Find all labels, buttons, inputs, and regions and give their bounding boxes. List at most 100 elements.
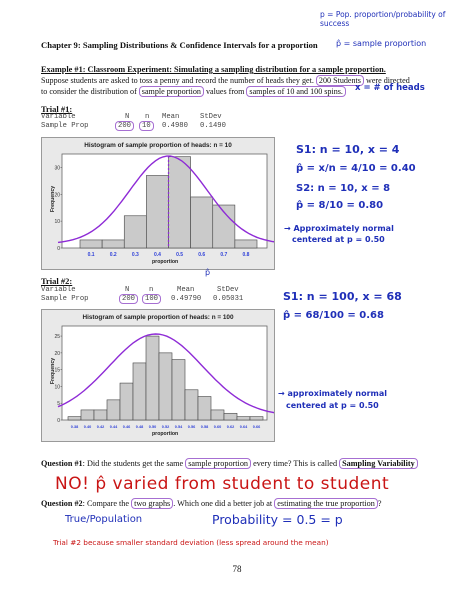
x-tick-label: 0.52	[162, 425, 169, 429]
x-tick-label: 0.46	[123, 425, 130, 429]
t1-r-stdev: 0.1490	[200, 122, 226, 130]
question1-text-c: every time? This is called	[253, 459, 338, 468]
histogram-bar	[223, 412, 238, 421]
t1-note-center2: centered at p = 0.50	[292, 235, 385, 244]
x-tick-label: 0.54	[175, 425, 183, 429]
x-tick-label: 0.66	[253, 425, 260, 429]
t2-h-stdev: StDev	[217, 286, 239, 294]
histogram-bar	[184, 389, 199, 421]
chart2-title: Histogram of sample proportion of heads:…	[82, 314, 234, 321]
histogram-bar	[106, 399, 121, 421]
histogram-bar	[234, 239, 258, 249]
t1-note-s2: S2: n = 10, x = 8	[296, 183, 391, 194]
t2-h-mean: Mean	[177, 286, 195, 294]
q1-boxed-sampling-variability: Sampling Variability	[339, 458, 418, 469]
histogram-n10: Histogram of sample proportion of heads:…	[41, 137, 275, 270]
t2-r-variable: Sample Prop	[41, 295, 89, 303]
chapter-title: Chapter 9: Sampling Distributions & Conf…	[41, 40, 318, 50]
histogram-bar	[101, 239, 125, 249]
chart2-svg: 0 5 10 15 20 25 0.38 0.40 0.42 0.44 0.46 0.48 0.50 0.…	[54, 325, 274, 429]
trial1-label: Trial #1:	[41, 104, 73, 114]
y-tick-label: 30	[54, 165, 60, 171]
q1-boxed-sample-proportion: sample proportion	[185, 458, 252, 469]
example-title: Example #1: Classroom Experiment: Simula…	[41, 65, 386, 74]
t1-note-f2: p̂ = 8/10 = 0.80	[296, 200, 384, 211]
y-tick-label: 20	[54, 351, 60, 357]
question2-text-c: . Which one did a better job at	[173, 499, 273, 508]
x-tick-label: 0.7	[220, 252, 227, 258]
q2-answer-b: Probability = 0.5 = p	[212, 512, 343, 527]
question1: Question #1: Did the students get the sa…	[41, 458, 418, 469]
t1-r-variable: Sample Prop	[41, 122, 89, 130]
x-tick-label: 0.3	[132, 252, 139, 258]
y-tick-label: 20	[54, 192, 60, 198]
histogram-bar	[212, 204, 236, 249]
t1-h-variable: Variable	[41, 113, 76, 121]
histogram-bar	[79, 239, 103, 249]
question1-label: Question #1	[41, 459, 83, 468]
x-tick-label: 0.50	[149, 425, 156, 429]
x-tick-label: 0.2	[110, 252, 117, 258]
t1-h-stdev: StDev	[200, 113, 222, 121]
t2-r-N: 200	[119, 294, 138, 304]
boxed-sample-proportion: sample proportion	[138, 86, 204, 97]
histogram-n100: Histogram of sample proportion of heads:…	[41, 309, 275, 442]
t1-note-center1: → Approximately normal	[284, 224, 394, 233]
y-tick-label: 25	[54, 334, 60, 340]
histogram-bar	[146, 175, 169, 249]
x-tick-label: 0.64	[240, 425, 248, 429]
y-tick-label: 10	[54, 219, 60, 225]
y-tick-label: 0	[57, 246, 60, 252]
histogram-bar	[168, 156, 191, 249]
q2-boxed-two-graphs: two graphs	[131, 498, 174, 509]
normal-curve-annotation	[57, 155, 274, 244]
histogram-bar	[80, 409, 95, 421]
t1-note-s1: S1: n = 10, x = 4	[296, 143, 400, 156]
example-line1: Suppose students are asked to toss a pen…	[41, 75, 410, 86]
x-tick-label: 0.60	[214, 425, 221, 429]
example-line1-text: Suppose students are asked to toss a pen…	[41, 76, 314, 85]
note-pop-proportion: p = Pop. proportion/probability of succe…	[320, 10, 446, 28]
y-tick-label: 10	[54, 384, 60, 390]
histogram-bar	[190, 196, 214, 249]
t1-r-N: 200	[115, 121, 134, 131]
question1-text-a: : Did the students get the same	[82, 459, 184, 468]
histogram-bar	[93, 409, 108, 421]
histogram-bar	[210, 409, 225, 421]
x-tick-label: 0.44	[110, 425, 118, 429]
x-tick-label: 0.5	[176, 252, 183, 258]
t1-note-f1: p̂ = x/n = 4/10 = 0.40	[296, 163, 416, 174]
x-tick-label: 0.4	[154, 252, 161, 258]
chart2-xlabel: proportion	[152, 431, 179, 437]
page-number: 78	[232, 564, 242, 574]
question2-text-e: ?	[377, 499, 382, 508]
x-tick-label: 0.42	[97, 425, 104, 429]
histogram-bar	[145, 335, 160, 421]
t2-note-s1: S1: n = 100, x = 68	[283, 290, 402, 303]
chart1-title: Histogram of sample proportion of heads:…	[84, 142, 232, 149]
t2-note-center1: → approximately normal	[278, 389, 388, 398]
t2-h-variable: Variable	[41, 286, 76, 294]
normal-curve-annotation	[57, 333, 274, 414]
x-tick-label: 0.58	[201, 425, 208, 429]
boxed-samples: samples of 10 and 100 spins.	[246, 86, 346, 97]
t1-r-mean: 0.4980	[162, 122, 188, 130]
q2-answer-a: True/Population	[65, 514, 143, 525]
note-sample-proportion: p̂ = sample proportion	[336, 39, 427, 48]
t2-note-f1: p̂ = 68/100 = 0.68	[283, 310, 384, 321]
t2-h-n: n	[149, 286, 154, 294]
t2-h-N: N	[125, 286, 130, 294]
x-tick-label: 0.8	[242, 252, 249, 258]
histogram-bar	[123, 215, 147, 249]
x-tick-label: 0.62	[227, 425, 234, 429]
histogram-bar	[119, 382, 134, 421]
histogram-bar	[158, 352, 173, 421]
example-line1-end: were directed	[365, 76, 410, 85]
question1-answer: NO! p̂ varied from student to student	[55, 474, 390, 494]
q2-answer-c: Trial #2 because smaller standard deviat…	[53, 538, 329, 547]
t2-r-mean: 0.49790	[171, 295, 202, 303]
t1-h-n: n	[145, 113, 150, 121]
histogram-bar	[249, 416, 264, 421]
question2-label: Question #2	[41, 499, 83, 508]
chart1-xlabel: proportion	[152, 259, 179, 265]
